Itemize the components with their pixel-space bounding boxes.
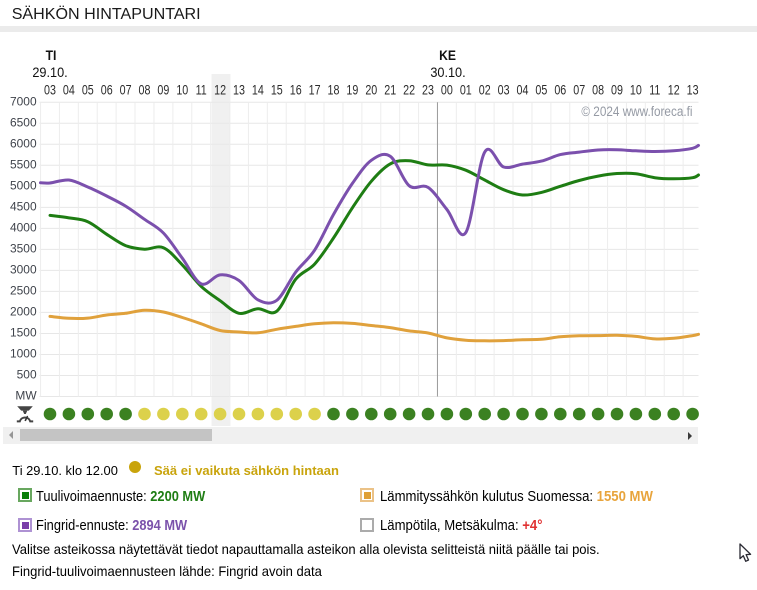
svg-text:6000: 6000 <box>10 136 37 150</box>
svg-text:29.10.: 29.10. <box>32 64 67 79</box>
svg-text:12: 12 <box>668 82 680 97</box>
svg-text:03: 03 <box>44 82 56 97</box>
svg-text:05: 05 <box>535 82 547 97</box>
svg-text:3000: 3000 <box>10 262 37 276</box>
svg-text:1000: 1000 <box>10 346 37 360</box>
svg-text:11: 11 <box>196 82 207 97</box>
svg-text:TI: TI <box>46 47 57 63</box>
svg-text:4000: 4000 <box>10 220 37 234</box>
svg-text:20: 20 <box>365 82 377 97</box>
svg-text:MW: MW <box>15 388 37 402</box>
svg-text:2500: 2500 <box>10 283 37 297</box>
svg-text:13: 13 <box>687 82 699 97</box>
svg-text:16: 16 <box>290 82 302 97</box>
svg-text:© 2024 www.foreca.fi: © 2024 www.foreca.fi <box>581 103 692 119</box>
svg-text:17: 17 <box>309 82 321 97</box>
svg-text:2000: 2000 <box>10 304 37 318</box>
svg-text:19: 19 <box>346 82 358 97</box>
svg-text:12: 12 <box>214 82 226 97</box>
svg-text:07: 07 <box>573 82 585 97</box>
svg-text:6500: 6500 <box>10 115 37 129</box>
svg-text:09: 09 <box>611 82 623 97</box>
svg-text:03: 03 <box>498 82 510 97</box>
svg-text:5500: 5500 <box>10 157 37 171</box>
svg-text:06: 06 <box>554 82 566 97</box>
svg-text:30.10.: 30.10. <box>430 64 465 79</box>
svg-text:5000: 5000 <box>10 178 37 192</box>
svg-text:KE: KE <box>439 47 456 63</box>
svg-text:7000: 7000 <box>10 94 37 108</box>
svg-text:04: 04 <box>517 82 529 97</box>
svg-text:15: 15 <box>271 82 283 97</box>
svg-text:01: 01 <box>460 82 472 97</box>
svg-text:23: 23 <box>422 82 434 97</box>
svg-text:00: 00 <box>441 82 453 97</box>
svg-text:08: 08 <box>139 82 151 97</box>
svg-text:22: 22 <box>403 82 415 97</box>
svg-text:13: 13 <box>233 82 245 97</box>
svg-text:21: 21 <box>384 82 396 97</box>
svg-text:02: 02 <box>479 82 491 97</box>
svg-text:500: 500 <box>17 367 37 381</box>
svg-text:10: 10 <box>630 82 642 97</box>
svg-text:07: 07 <box>120 82 132 97</box>
svg-text:18: 18 <box>328 82 340 97</box>
svg-text:1500: 1500 <box>10 325 37 339</box>
svg-text:09: 09 <box>157 82 169 97</box>
svg-text:08: 08 <box>592 82 604 97</box>
svg-text:10: 10 <box>176 82 188 97</box>
svg-text:14: 14 <box>252 82 264 97</box>
svg-text:3500: 3500 <box>10 241 37 255</box>
svg-text:4500: 4500 <box>10 199 37 213</box>
svg-text:06: 06 <box>101 82 113 97</box>
svg-text:11: 11 <box>649 82 660 97</box>
svg-text:05: 05 <box>82 82 94 97</box>
svg-text:04: 04 <box>63 82 75 97</box>
